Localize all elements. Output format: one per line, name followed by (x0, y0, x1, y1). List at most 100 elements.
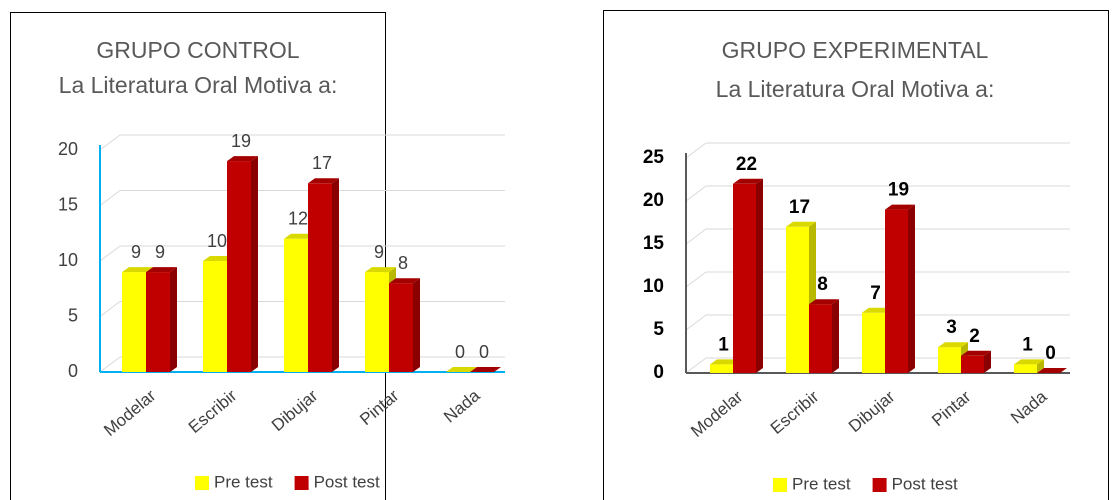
bar-top (308, 178, 339, 184)
chart-frame (603, 10, 1109, 500)
data-label: 17 (312, 153, 332, 173)
bar-top (122, 267, 153, 273)
grid-line (99, 301, 121, 317)
bar (365, 272, 389, 372)
bar-top (961, 350, 991, 356)
data-label: 19 (888, 180, 909, 201)
bar-top (227, 156, 258, 162)
bar-top (809, 299, 839, 305)
y-tick-label: 20 (58, 139, 78, 159)
bar (227, 161, 251, 372)
data-label: 2 (969, 326, 980, 347)
x-tick-label: Nada (440, 386, 484, 427)
bar (885, 209, 908, 373)
bar-top (710, 359, 740, 365)
y-tick-label: 10 (58, 250, 78, 270)
y-tick-label: 15 (643, 233, 665, 254)
grid-line (685, 271, 707, 288)
y-tick-label: 0 (653, 362, 664, 383)
legend-label: Pre test (792, 474, 851, 493)
bar (284, 238, 308, 372)
data-label: 1 (718, 334, 729, 355)
bar-top (203, 256, 234, 261)
bar (961, 355, 984, 373)
data-label: 7 (870, 283, 881, 304)
chart-subtitle: La Literatura Oral Motiva a: (716, 76, 995, 102)
bar-top (284, 233, 315, 239)
grid-line (685, 142, 707, 159)
data-label: 8 (398, 253, 408, 273)
chart-subtitle: La Literatura Oral Motiva a: (59, 72, 338, 98)
bar (308, 183, 332, 372)
bar-top (938, 342, 968, 348)
bar (862, 312, 885, 373)
data-label: 12 (288, 209, 308, 229)
bar-side (251, 156, 258, 372)
y-tick-label: 10 (643, 276, 664, 297)
bar-top (1014, 359, 1044, 365)
bar-side (832, 299, 839, 373)
bar-top (389, 278, 420, 284)
legend-swatch (294, 476, 309, 490)
grid-line (99, 356, 121, 373)
chart-title: GRUPO EXPERIMENTAL (722, 37, 989, 63)
chart-title: GRUPO CONTROL (96, 37, 299, 63)
data-label: 3 (946, 317, 957, 338)
y-tick-label: 5 (68, 305, 78, 325)
bar-top (885, 204, 915, 210)
data-label: 9 (374, 242, 384, 262)
data-label: 0 (479, 342, 489, 362)
data-label: 10 (207, 231, 227, 251)
bar (1014, 364, 1037, 373)
bar (146, 272, 170, 372)
bar-top (1037, 368, 1067, 373)
legend-swatch (195, 476, 209, 490)
bar-side (332, 178, 339, 372)
grid-line (99, 134, 121, 151)
bar (122, 272, 146, 372)
legend-swatch (773, 478, 787, 492)
y-tick-label: 20 (643, 190, 664, 211)
bar (733, 183, 756, 373)
data-label: 0 (455, 342, 465, 362)
data-label: 17 (789, 197, 810, 218)
bar-side (1037, 359, 1044, 373)
bar (809, 304, 832, 373)
grid-line (685, 357, 707, 374)
bar-side (413, 278, 420, 372)
y-tick-label: 5 (653, 319, 664, 340)
bar-top (470, 367, 501, 372)
grid-line (99, 190, 121, 206)
data-label: 9 (131, 242, 141, 262)
data-label: 1 (1022, 334, 1033, 355)
grid-line (685, 314, 707, 331)
bar (389, 283, 413, 372)
bar-top (733, 178, 763, 184)
bar-top (146, 267, 177, 273)
bar-side (984, 350, 991, 373)
data-label: 22 (736, 154, 757, 175)
legend-swatch (872, 478, 887, 492)
bar (710, 364, 733, 373)
legend-label: Post test (892, 474, 958, 493)
data-label: 0 (1045, 343, 1056, 364)
bar (203, 261, 227, 372)
data-label: 9 (155, 242, 165, 262)
data-label: 19 (231, 131, 251, 151)
data-label: 8 (817, 274, 828, 295)
y-tick-label: 15 (58, 194, 78, 214)
legend-label: Post test (314, 472, 380, 491)
bar-top (446, 367, 477, 372)
bar-side (908, 204, 915, 373)
grid-line (685, 228, 707, 245)
grid-line (99, 245, 121, 262)
bar-top (862, 307, 892, 313)
y-tick-label: 25 (643, 147, 665, 168)
y-tick-label: 0 (68, 361, 78, 381)
bar-top (786, 221, 816, 227)
legend-label: Pre test (214, 472, 273, 491)
bar-top (365, 267, 396, 273)
bar-side (170, 267, 177, 372)
bar (938, 347, 961, 373)
